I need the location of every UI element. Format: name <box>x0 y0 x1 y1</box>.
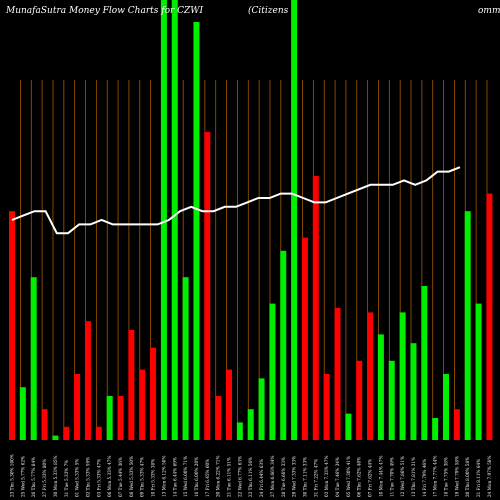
money-flow-bar <box>84 321 91 440</box>
money-flow-bar <box>236 422 243 440</box>
money-flow-bar <box>247 409 254 440</box>
x-tick-label: 17 Fri 6.45% 60% <box>205 459 210 497</box>
x-tick-label: 30 Mon 5.33% 85% <box>53 456 58 497</box>
x-tick-label: 26 Thu 5.77% 84% <box>31 457 36 497</box>
x-tick-label: 07 Fri 7.62% 44% <box>368 459 373 497</box>
money-flow-bar <box>204 132 211 440</box>
chart-title: MunafaSutra Money Flow Charts for CZWI <box>5 6 204 16</box>
money-flow-bar <box>52 435 59 440</box>
money-flow-bar <box>160 0 167 440</box>
money-flow-bar <box>226 369 232 440</box>
money-flow-bar <box>19 387 26 440</box>
chart-title-company: (Citizens <box>248 5 289 16</box>
money-flow-bar <box>117 396 124 440</box>
x-tick-label: 31 Tue 5.33% 7% <box>64 460 69 497</box>
money-flow-line <box>11 166 461 235</box>
x-tick-label: 21 Tue 6.11% 51% <box>227 457 232 497</box>
money-flow-bar <box>356 360 363 440</box>
x-tick-label: 24 Fri 6.44% 63% <box>259 459 264 497</box>
money-flow-bar <box>269 303 276 440</box>
money-flow-bar <box>443 374 449 440</box>
x-tick-label: 01 Wed 5.33% 5% <box>75 459 80 497</box>
x-tick-label: 18 Tue 7.75% 38% <box>444 457 449 497</box>
money-flow-bar <box>9 211 15 440</box>
x-tick-label: 22 Wed 6.77% 63% <box>237 456 242 497</box>
money-flow-bar <box>171 0 178 440</box>
money-flow-bar <box>367 312 374 440</box>
money-flow-bar <box>453 409 460 440</box>
money-flow-bar <box>345 413 352 440</box>
money-flow-bar <box>301 237 308 440</box>
x-axis-tick-labels: 23 Thu 5.30% 100% 25 Wed 5.77% 62% 26 Thu … <box>10 454 492 497</box>
x-tick-label: 30 Thu 7.11% 33% <box>302 457 307 497</box>
x-tick-label: 13 Mon 6.12% 50% <box>161 456 166 497</box>
x-tick-label: 17 Mon 7.77% 44% <box>433 456 438 497</box>
x-tick-label: 10 Mon 7.44% 47% <box>378 456 383 497</box>
x-tick-label: 08 Wed 5.33% 50% <box>129 456 134 497</box>
money-flow-bar <box>128 330 135 440</box>
money-flow-bar <box>432 418 439 440</box>
money-flow-bar <box>74 374 81 440</box>
x-tick-label: 19 Wed 7.79% 58% <box>454 456 459 497</box>
money-flow-bar <box>150 347 157 440</box>
x-tick-label: 12 Wed 7.86% 51% <box>400 456 405 497</box>
x-tick-label: 10 Fri 5.33% 38% <box>151 459 156 497</box>
money-flow-bar <box>464 211 471 440</box>
x-tick-label: 14 Tue 6.44% 69% <box>172 457 177 497</box>
money-flow-bar <box>106 396 113 440</box>
money-flow-bar <box>399 312 406 440</box>
money-flow-bar <box>410 343 417 440</box>
x-tick-label: 25 Wed 5.77% 62% <box>20 456 25 497</box>
x-tick-label: 20 Thu 8.00% 58% <box>465 457 470 497</box>
money-flow-bar <box>421 286 428 440</box>
money-flow-bar <box>30 277 37 440</box>
money-flow-bar <box>323 374 330 440</box>
money-flow-bar <box>334 308 341 440</box>
money-flow-bar <box>182 277 189 440</box>
x-tick-label: 27 Fri 5.33% 80% <box>42 459 47 497</box>
money-flow-bars <box>9 0 493 440</box>
x-tick-label: 14 Fri 7.79% 46% <box>422 459 427 497</box>
money-flow-bar <box>41 409 48 440</box>
money-flow-bar <box>475 303 482 440</box>
x-tick-label: 20 Mon 6.22% 71% <box>216 456 221 497</box>
chart-title-tail: ommu <box>478 6 500 16</box>
x-tick-label: 24 Mon 7.97% 58% <box>487 456 492 497</box>
x-tick-label: 09 Thu 5.33% 47% <box>140 457 145 497</box>
x-tick-label: 15 Wed 6.00% 71% <box>183 456 188 497</box>
x-tick-label: 29 Wed 7.33% 33% <box>292 456 297 497</box>
x-tick-label: 23 Thu 5.30% 100% <box>10 454 15 497</box>
x-tick-label: 21 Fri 8.11% 64% <box>476 459 481 497</box>
x-tick-label: 06 Mon 5.33% 47% <box>107 456 112 497</box>
money-flow-bar <box>215 396 222 440</box>
money-flow-bar <box>312 176 319 440</box>
money-flow-bar <box>291 0 298 440</box>
x-tick-label: 04 Tue 7.46% 34% <box>335 457 340 497</box>
x-tick-label: 05 Wed 7.30% 41% <box>346 456 351 497</box>
x-tick-label: 28 Tue 6.66% 33% <box>281 457 286 497</box>
money-flow-bar <box>139 369 146 440</box>
x-tick-label: 31 Fri 7.22% 47% <box>313 459 318 497</box>
x-tick-label: 03 Fri 5.33% 47% <box>96 459 101 497</box>
x-tick-label: 23 Thu 6.11% 56% <box>248 457 253 497</box>
x-tick-label: 06 Thu 7.62% 40% <box>357 457 362 497</box>
x-tick-label: 03 Mon 7.33% 47% <box>324 456 329 497</box>
money-flow-bar <box>377 334 384 440</box>
money-flow-bar <box>193 22 200 440</box>
x-tick-label: 27 Mon 6.66% 34% <box>270 456 275 497</box>
money-flow-bar <box>63 426 70 440</box>
x-tick-label: 11 Tue 7.70% 49% <box>389 457 394 497</box>
money-flow-bar <box>486 193 493 440</box>
x-tick-label: 13 Thu 7.81% 31% <box>411 457 416 497</box>
x-tick-label: 02 Thu 5.33% 59% <box>85 457 90 497</box>
money-flow-bar <box>388 360 395 440</box>
money-flow-bar <box>258 378 265 440</box>
x-tick-label: 07 Tue 5.44% 36% <box>118 457 123 497</box>
money-flow-bar <box>95 426 102 440</box>
x-tick-label: 16 Thu 6.00% 20% <box>194 457 199 497</box>
money-flow-bar <box>280 250 287 440</box>
